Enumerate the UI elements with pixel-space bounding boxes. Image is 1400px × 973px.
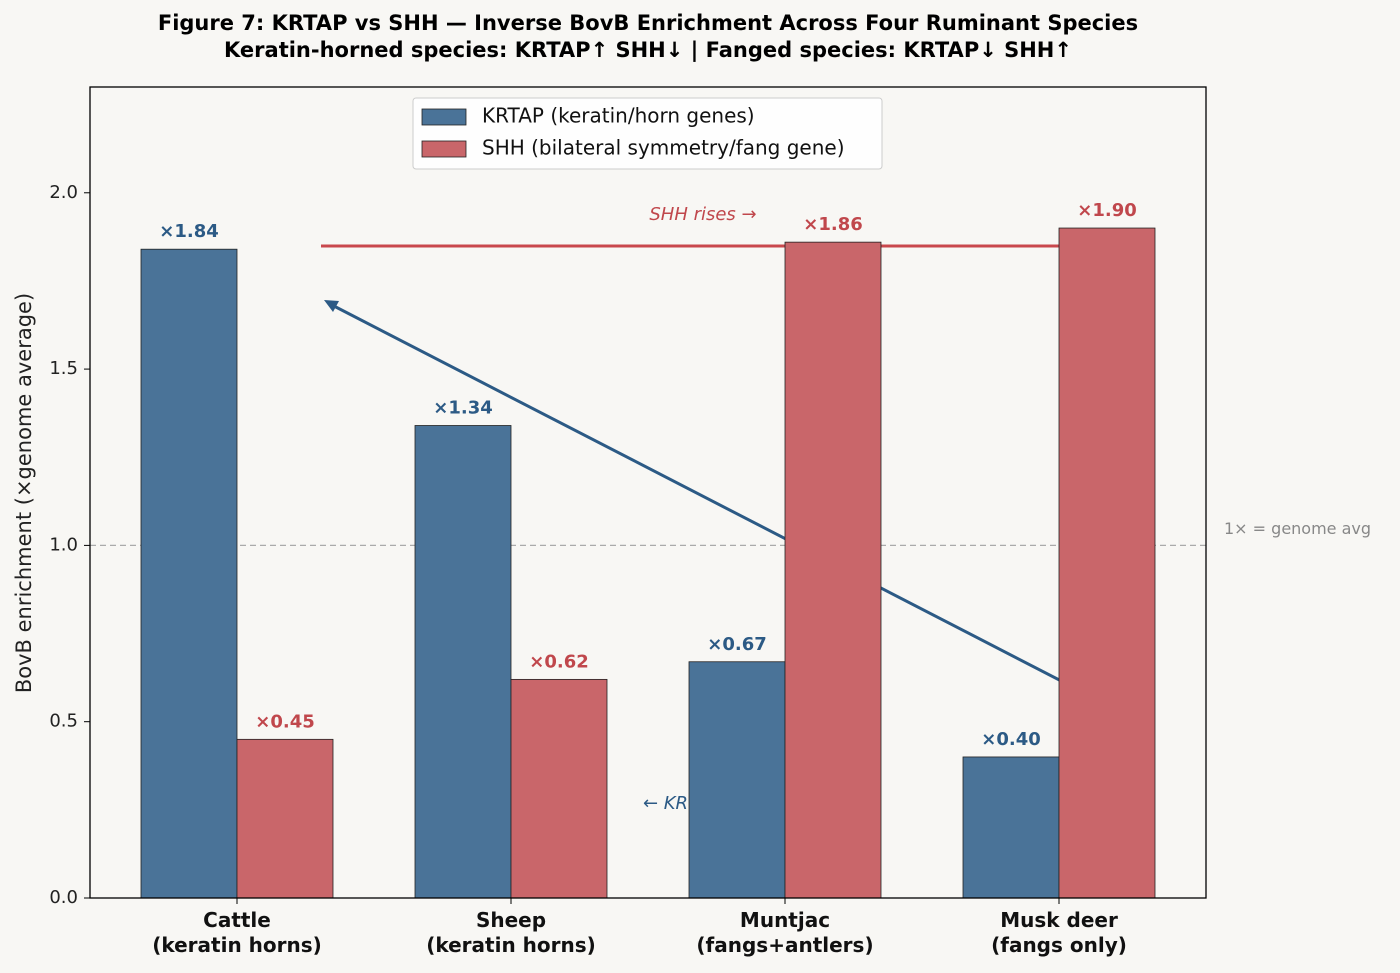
x-tick-label: Sheep (keratin horns) [426,908,596,957]
chart-title: Figure 7: KRTAP vs SHH — Inverse BovB En… [158,11,1138,35]
legend-label: SHH (bilateral symmetry/fang gene) [482,136,845,160]
y-axis-label: BovB enrichment (×genome average) [12,293,36,693]
reference-label: 1× = genome avg [1224,519,1371,538]
legend-box [412,97,883,170]
value-label: ×0.45 [255,711,315,732]
value-label: ×1.86 [803,214,863,235]
bar [510,678,608,899]
bar [688,661,786,899]
legend-swatch [421,140,467,158]
legend-swatch [421,108,467,126]
y-tick-label: 1.5 [49,358,78,379]
bar [140,248,238,899]
arrow-head [324,300,339,312]
bar [1058,227,1156,899]
y-tick-label: 0.5 [49,711,78,732]
bar [414,425,512,899]
y-tick-label: 2.0 [49,182,78,203]
annotation: SHH rises → [649,204,756,225]
bar [962,756,1060,899]
bar [236,738,334,899]
plot-frame [89,86,1207,899]
bar [784,241,882,899]
y-tick-label: 1.0 [49,534,78,555]
value-label: ×1.34 [433,398,493,419]
value-label: ×0.40 [981,729,1041,750]
legend-label: KRTAP (keratin/horn genes) [482,104,755,128]
chart-subtitle: Keratin-horned species: KRTAP↑ SHH↓ | Fa… [224,38,1072,63]
value-label: ×1.90 [1077,200,1137,221]
x-tick-label: Musk deer (fangs only) [991,908,1127,957]
arrow [329,302,1138,722]
value-label: ×0.67 [707,634,767,655]
y-tick-label: 0.0 [49,887,78,908]
x-tick-label: Cattle (keratin horns) [152,908,322,957]
value-label: ×0.62 [529,651,589,672]
value-label: ×1.84 [159,221,219,242]
x-tick-label: Muntjac (fangs+antlers) [696,908,874,957]
